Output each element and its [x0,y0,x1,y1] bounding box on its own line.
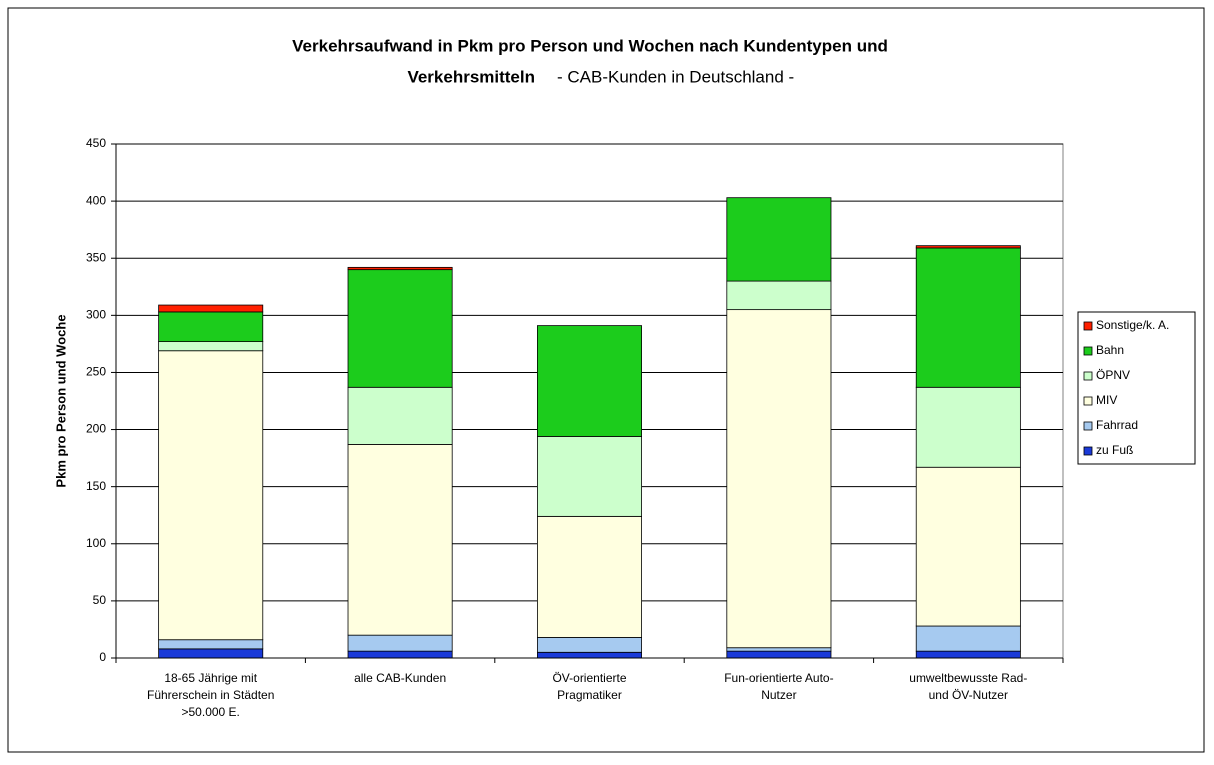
legend-swatch [1083,396,1093,406]
bar-segment [915,625,1021,652]
bar-segment [726,280,832,311]
legend-swatch [1083,371,1093,381]
bar-segment [158,304,264,313]
bar-segment [537,436,642,517]
x-tick-label: Nutzer [761,688,796,702]
legend [1077,311,1196,465]
bar-segment [347,269,453,388]
y-tick-label: 300 [86,308,106,322]
bar-segment [347,444,453,636]
x-tick-label: >50.000 E. [182,705,240,719]
bar-segment [726,650,832,659]
x-tick-label: 18-65 Jährige mit [164,671,257,685]
legend-swatch [1083,346,1093,356]
bar-segment [158,341,264,352]
chart-title: Verkehrsaufwand in Pkm pro Person und Wo… [292,36,888,55]
bar-segment [726,647,832,652]
bar-segment [537,515,642,638]
bar-segment [915,466,1021,627]
bar-segment [537,651,642,659]
x-tick-label: Führerschein in Städten [147,688,274,702]
y-tick-label: 400 [86,193,106,207]
y-tick-label: 450 [86,136,106,150]
y-tick-label: 250 [86,365,106,379]
bar-segment [726,197,832,282]
bar-segment [158,639,264,650]
legend-swatch [1083,321,1093,331]
bar-segment [347,266,453,271]
bar-segment [726,309,832,649]
x-tick-label: Pragmatiker [557,688,622,702]
legend-label: ÖPNV [1096,368,1130,382]
x-tick-label: Fun-orientierte Auto- [724,671,833,685]
y-tick-label: 350 [86,250,106,264]
bar-segment [158,350,264,641]
y-tick-label: 0 [99,650,106,664]
bar-segment [915,386,1021,468]
bar-segment [537,325,642,437]
x-tick-label: ÖV-orientierte [552,671,626,685]
legend-label: Sonstige/k. A. [1096,318,1169,332]
legend-swatch [1083,446,1093,456]
legend-label: MIV [1096,393,1117,407]
y-tick-label: 200 [86,422,106,436]
chart-title: Verkehrsmitteln [407,67,535,86]
legend-label: Bahn [1096,343,1124,357]
chart-subtitle: - CAB-Kunden in Deutschland - [557,67,794,86]
legend-label: zu Fuß [1096,443,1133,457]
bar-segment [347,386,453,445]
y-tick-label: 150 [86,479,106,493]
y-tick-label: 100 [86,536,106,550]
bar-segment [915,245,1021,249]
bar-segment [158,311,264,343]
legend-label: Fahrrad [1096,418,1138,432]
x-tick-label: alle CAB-Kunden [354,671,446,685]
bar-segment [915,247,1021,388]
bar-segment [347,634,453,652]
y-axis-label: Pkm pro Person und Woche [53,314,68,487]
bar-segment [537,637,642,653]
x-tick-label: umweltbewusste Rad- [909,671,1027,685]
x-tick-label: und ÖV-Nutzer [929,688,1008,702]
bar-segment [347,650,453,659]
bar-segment [158,648,264,659]
bar-segment [915,650,1021,659]
y-tick-label: 50 [93,593,107,607]
legend-swatch [1083,421,1093,431]
